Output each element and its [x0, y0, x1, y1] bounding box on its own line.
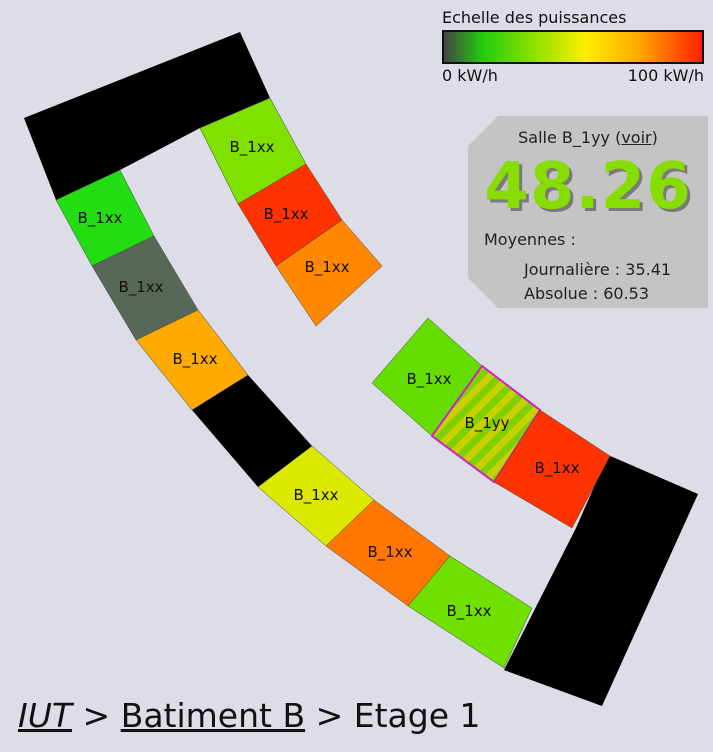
room-title-suffix: ): [651, 128, 658, 147]
room[interactable]: [275, 219, 383, 327]
room-label: B_1xx: [229, 138, 274, 157]
room-label: B_1xx: [118, 278, 163, 297]
corridor-block: [504, 455, 698, 706]
breadcrumb-iut-link[interactable]: IUT: [18, 696, 73, 735]
daily-average: Journalière : 35.41: [524, 260, 672, 279]
breadcrumb-separator: >: [72, 696, 121, 735]
corridor-block: [192, 375, 312, 487]
view-room-link[interactable]: voir: [621, 128, 652, 147]
room-label: B_1xx: [446, 602, 491, 621]
averages-title: Moyennes :: [484, 230, 576, 249]
room[interactable]: [135, 309, 249, 411]
legend-title: Echelle des puissances: [442, 8, 627, 27]
room-info-panel: Salle B_1yy (voir) 48.26 Moyennes : Jour…: [468, 116, 708, 308]
breadcrumb-current-floor: Etage 1: [353, 696, 481, 735]
room-label: B_1xx: [367, 543, 412, 562]
legend-min-label: 0 kW/h: [442, 66, 498, 85]
room-name: Salle B_1yy (: [518, 128, 622, 147]
room[interactable]: [407, 555, 533, 669]
power-value: 48.26: [484, 150, 692, 224]
room-label: B_1yy: [464, 414, 509, 433]
room[interactable]: [493, 409, 611, 529]
power-gradient-bar: [442, 30, 704, 64]
room-title: Salle B_1yy (voir): [468, 128, 708, 147]
breadcrumb: IUT > Batiment B > Etage 1: [18, 696, 480, 735]
power-scale-legend: Echelle des puissances 0 kW/h 100 kW/h: [442, 8, 704, 85]
room-label: B_1xx: [534, 459, 579, 478]
room-label: B_1xx: [304, 258, 349, 277]
room-label: B_1xx: [293, 486, 338, 505]
absolute-average: Absolue : 60.53: [524, 284, 650, 303]
room-label: B_1xx: [406, 370, 451, 389]
breadcrumb-building-link[interactable]: Batiment B: [120, 696, 306, 735]
legend-max-label: 100 kW/h: [627, 66, 704, 85]
room-label: B_1xx: [172, 350, 217, 369]
room-label: B_1xx: [263, 205, 308, 224]
corridor-block: [24, 32, 270, 200]
breadcrumb-separator: >: [305, 696, 354, 735]
info-panel-background: [468, 116, 708, 308]
room-label: B_1xx: [77, 209, 122, 228]
